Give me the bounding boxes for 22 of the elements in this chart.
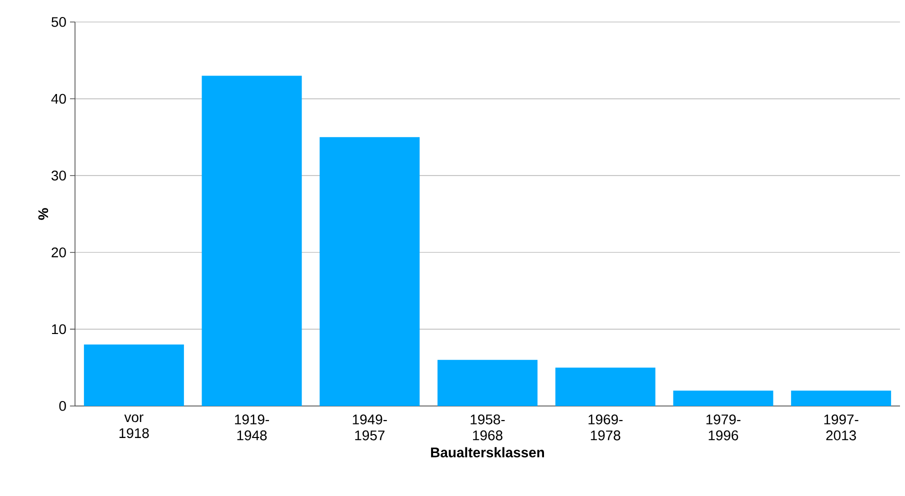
y-tick-label: 50 bbox=[52, 17, 66, 27]
x-tick-label: 1997-2013 bbox=[824, 414, 858, 440]
x-axis-title: Baualtersklassen bbox=[431, 447, 544, 458]
y-tick-label: 40 bbox=[51, 94, 66, 104]
bar bbox=[791, 390, 892, 406]
x-tick-label: vor 1918 bbox=[119, 414, 149, 438]
bar bbox=[84, 344, 184, 406]
x-tick-label: 1958-1968 bbox=[470, 414, 505, 440]
bar bbox=[438, 360, 538, 406]
bar bbox=[202, 76, 302, 406]
bar bbox=[673, 390, 774, 406]
bar bbox=[320, 137, 420, 406]
x-tick-label: 1979-1996 bbox=[706, 414, 740, 440]
y-tick-label: 20 bbox=[52, 247, 66, 258]
x-tick-label: 1969-1978 bbox=[588, 414, 623, 440]
x-tick-label: 1919-1948 bbox=[235, 414, 270, 440]
y-tick-label: 30 bbox=[52, 170, 66, 181]
y-tick-label: 0 bbox=[59, 401, 66, 411]
bar bbox=[555, 368, 656, 406]
x-tick-label: 1949-1957 bbox=[352, 414, 387, 440]
y-tick-label: 10 bbox=[52, 324, 66, 334]
y-axis-title: % bbox=[38, 208, 48, 220]
